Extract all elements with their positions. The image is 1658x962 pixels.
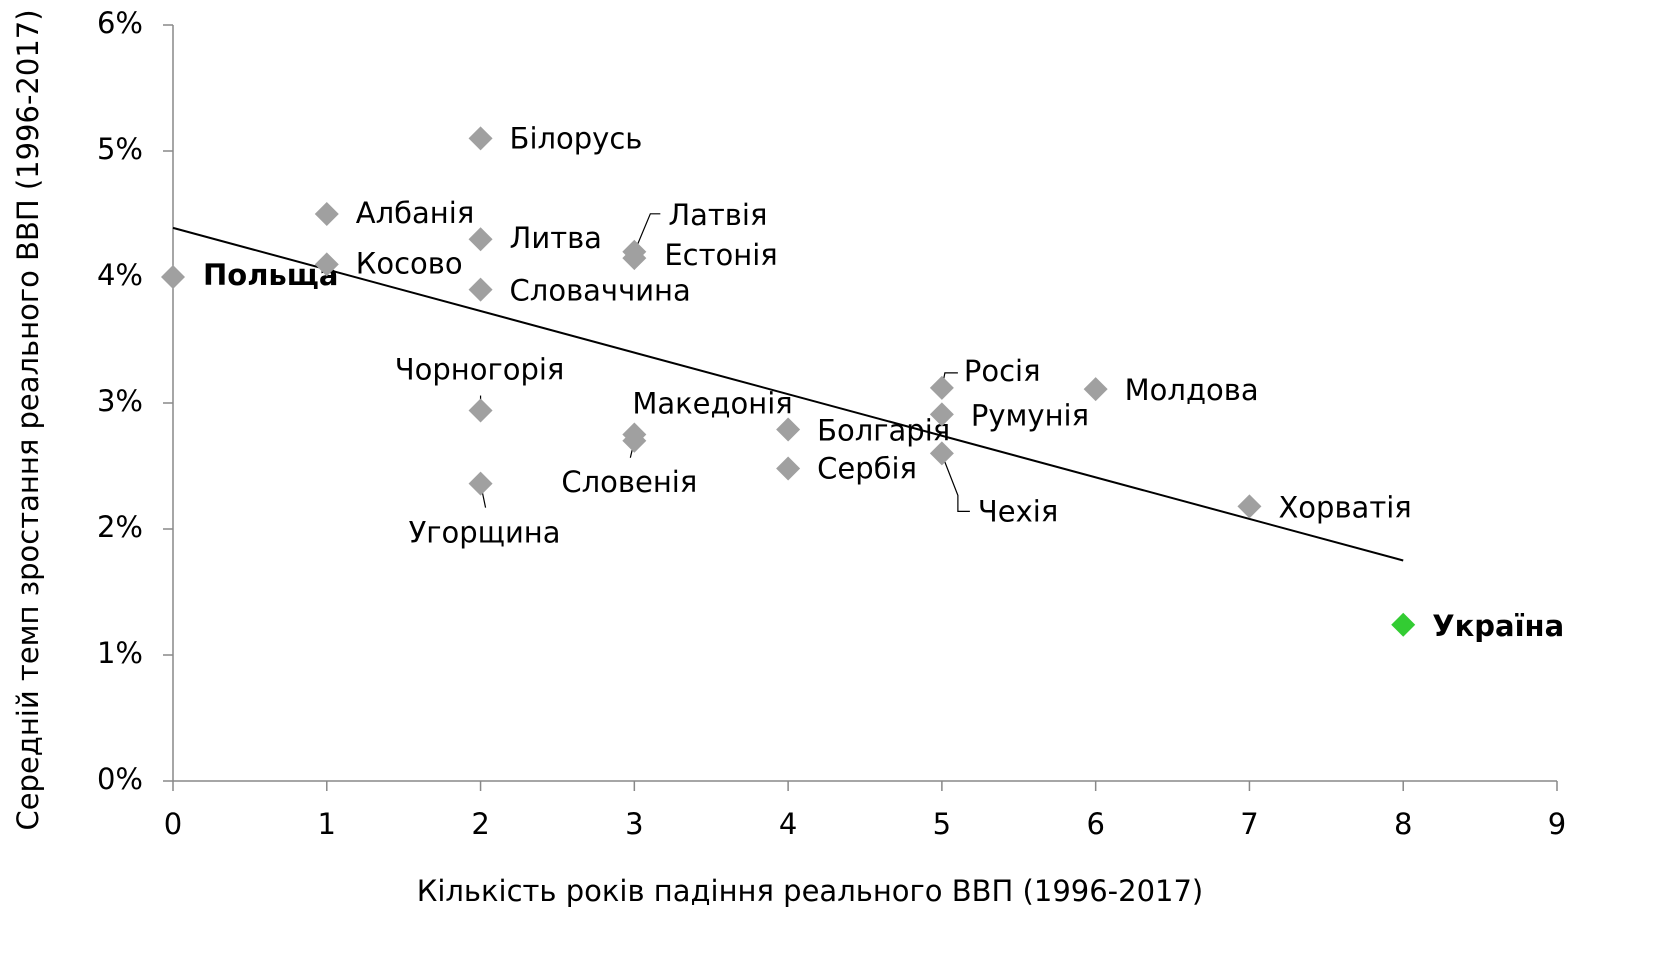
- point: [468, 277, 493, 302]
- x-tick-label: 4: [779, 807, 797, 841]
- point: [929, 375, 954, 400]
- point-label: Молдова: [1125, 373, 1259, 407]
- point-label: Литва: [510, 221, 602, 255]
- point-label: Сербія: [817, 452, 917, 486]
- y-tick-label: 3%: [97, 384, 143, 418]
- point-label: Хорватія: [1278, 490, 1411, 524]
- x-tick-label: 1: [318, 807, 336, 841]
- x-axis-label: Кількість років падіння реального ВВП (1…: [417, 874, 1204, 908]
- x-tick-label: 9: [1548, 807, 1566, 841]
- point-label: Болгарія: [817, 413, 950, 447]
- x-tick-label: 0: [164, 807, 182, 841]
- point: [622, 246, 647, 271]
- point: [1083, 377, 1108, 402]
- point-label: Словаччина: [510, 274, 691, 308]
- x-tick-label: 2: [471, 807, 489, 841]
- point-label: Україна: [1432, 609, 1564, 643]
- point-label: Албанія: [356, 196, 475, 230]
- y-tick-label: 1%: [97, 636, 143, 670]
- point-label: Косово: [356, 246, 463, 280]
- y-tick-label: 2%: [97, 510, 143, 544]
- y-tick-label: 6%: [97, 6, 143, 40]
- x-tick-label: 7: [1240, 807, 1258, 841]
- point: [622, 428, 647, 453]
- x-tick-label: 8: [1394, 807, 1412, 841]
- point-label: Росія: [964, 354, 1041, 388]
- point: [468, 471, 493, 496]
- y-tick-label: 0%: [97, 762, 143, 796]
- point: [1391, 612, 1416, 637]
- point: [1237, 494, 1262, 519]
- point: [929, 441, 954, 466]
- leader-line: [941, 454, 970, 512]
- point: [314, 252, 339, 277]
- trendline: [172, 226, 1404, 562]
- point-label: Чорногорія: [395, 353, 565, 387]
- point-label: Македонія: [632, 387, 792, 421]
- point-label: Естонія: [664, 238, 777, 272]
- y-tick-label: 4%: [97, 258, 143, 292]
- y-tick-label: 5%: [97, 132, 143, 166]
- point: [468, 398, 493, 423]
- point-label: Білорусь: [510, 121, 643, 155]
- point: [776, 417, 801, 442]
- x-tick-label: 5: [933, 807, 951, 841]
- point-label: Румунія: [971, 398, 1089, 432]
- point: [468, 126, 493, 151]
- point-label: Чехія: [978, 494, 1058, 528]
- point-label: Латвія: [668, 198, 767, 232]
- y-axis-label: Середній темп зростання реального ВВП (1…: [11, 9, 45, 830]
- point-label: Словенія: [561, 465, 697, 499]
- leader-line: [634, 213, 661, 251]
- point: [468, 227, 493, 252]
- point: [929, 402, 954, 427]
- point: [776, 456, 801, 481]
- point-label: Угорщина: [409, 516, 561, 550]
- point: [314, 202, 339, 226]
- point: [161, 265, 185, 289]
- x-tick-label: 6: [1086, 807, 1104, 841]
- x-tick-label: 3: [625, 807, 643, 841]
